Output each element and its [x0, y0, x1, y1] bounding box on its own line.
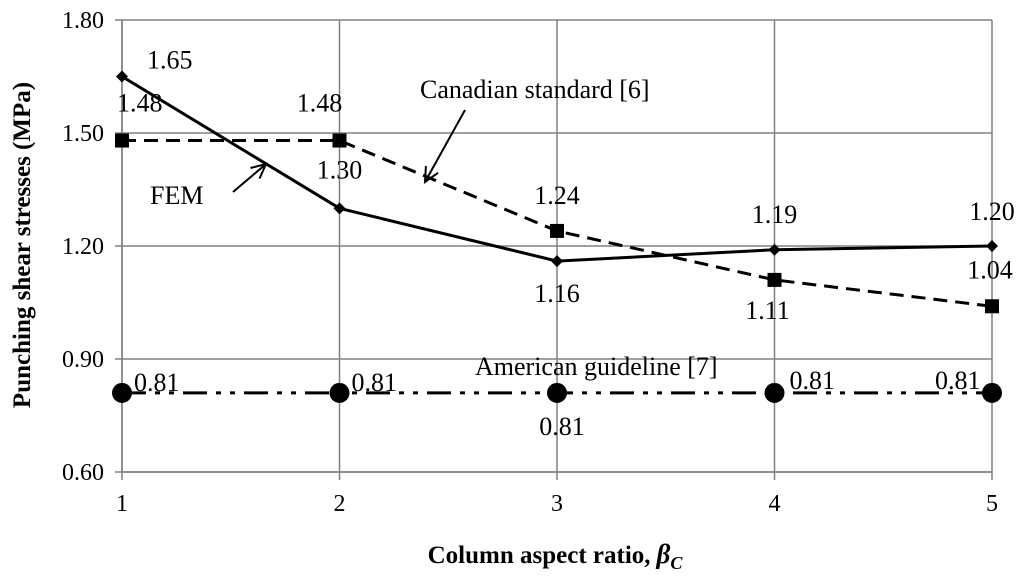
beta-subscript: C	[670, 553, 683, 573]
data-label: 0.81	[352, 368, 398, 397]
data-label: 1.16	[534, 279, 580, 308]
marker-circle	[764, 382, 785, 403]
data-label: 0.81	[539, 412, 585, 441]
arrow-fem-head	[250, 162, 268, 180]
y-tick-label: 1.80	[62, 8, 104, 34]
x-axis-title-text: Column aspect ratio,	[428, 542, 651, 569]
marker-square	[332, 133, 347, 148]
data-label: 1.19	[752, 200, 798, 229]
series-markers	[112, 70, 1002, 403]
data-labels: 1.65 1.30 1.16 1.19 1.20 1.48 1.48 1.24 1.11 1.04…	[117, 46, 1015, 441]
marker-diamond	[986, 240, 998, 252]
arrow-canadian	[424, 109, 466, 183]
annotations: FEM Canadian standard [6] American guideli…	[150, 75, 718, 381]
data-label: 0.81	[134, 368, 180, 397]
marker-square	[767, 272, 782, 287]
marker-diamond	[768, 243, 781, 256]
marker-circle	[982, 382, 1002, 403]
y-tick-label: 1.20	[62, 234, 104, 260]
data-label: 0.81	[790, 366, 836, 395]
marker-square	[550, 223, 564, 238]
arrow-fem	[232, 163, 267, 193]
marker-diamond	[116, 70, 128, 83]
y-axis-title: Punching shear stresses (MPa)	[9, 82, 36, 408]
data-label: 1.48	[297, 89, 343, 118]
data-label: 1.04	[967, 255, 1013, 284]
data-label: 1.24	[534, 181, 580, 210]
arrow-canadian-head	[423, 165, 439, 185]
data-label: 1.65	[147, 46, 193, 75]
data-label: 1.30	[317, 155, 363, 184]
marker-diamond	[333, 202, 346, 215]
x-tick-label: 5	[986, 491, 998, 517]
marker-diamond	[551, 255, 563, 268]
data-label: 1.48	[117, 89, 163, 118]
marker-square	[985, 299, 999, 314]
series-label-canadian: Canadian standard [6]	[420, 75, 650, 104]
y-tick-label: 0.60	[62, 460, 104, 486]
x-tick-label: 3	[551, 491, 563, 517]
x-tick-label: 4	[769, 491, 781, 517]
y-tick-label: 1.50	[62, 121, 104, 147]
data-label: 0.81	[935, 366, 981, 395]
marker-circle	[112, 382, 132, 403]
series-label-american: American guideline [7]	[475, 352, 718, 381]
marker-circle	[329, 382, 350, 403]
data-label: 1.11	[745, 296, 790, 325]
x-tick-label: 1	[116, 491, 128, 517]
tick-labels: 0.60 0.90 1.20 1.50 1.80 1 2 3 4 5	[62, 8, 998, 517]
marker-square	[115, 133, 129, 148]
x-tick-label: 2	[334, 491, 346, 517]
x-axis-title: Column aspect ratio, βC	[428, 539, 684, 573]
marker-circle	[547, 382, 567, 403]
data-label: 1.20	[969, 197, 1015, 226]
beta-symbol: β	[656, 539, 671, 569]
y-tick-label: 0.90	[62, 347, 104, 373]
series-label-fem: FEM	[150, 181, 203, 210]
